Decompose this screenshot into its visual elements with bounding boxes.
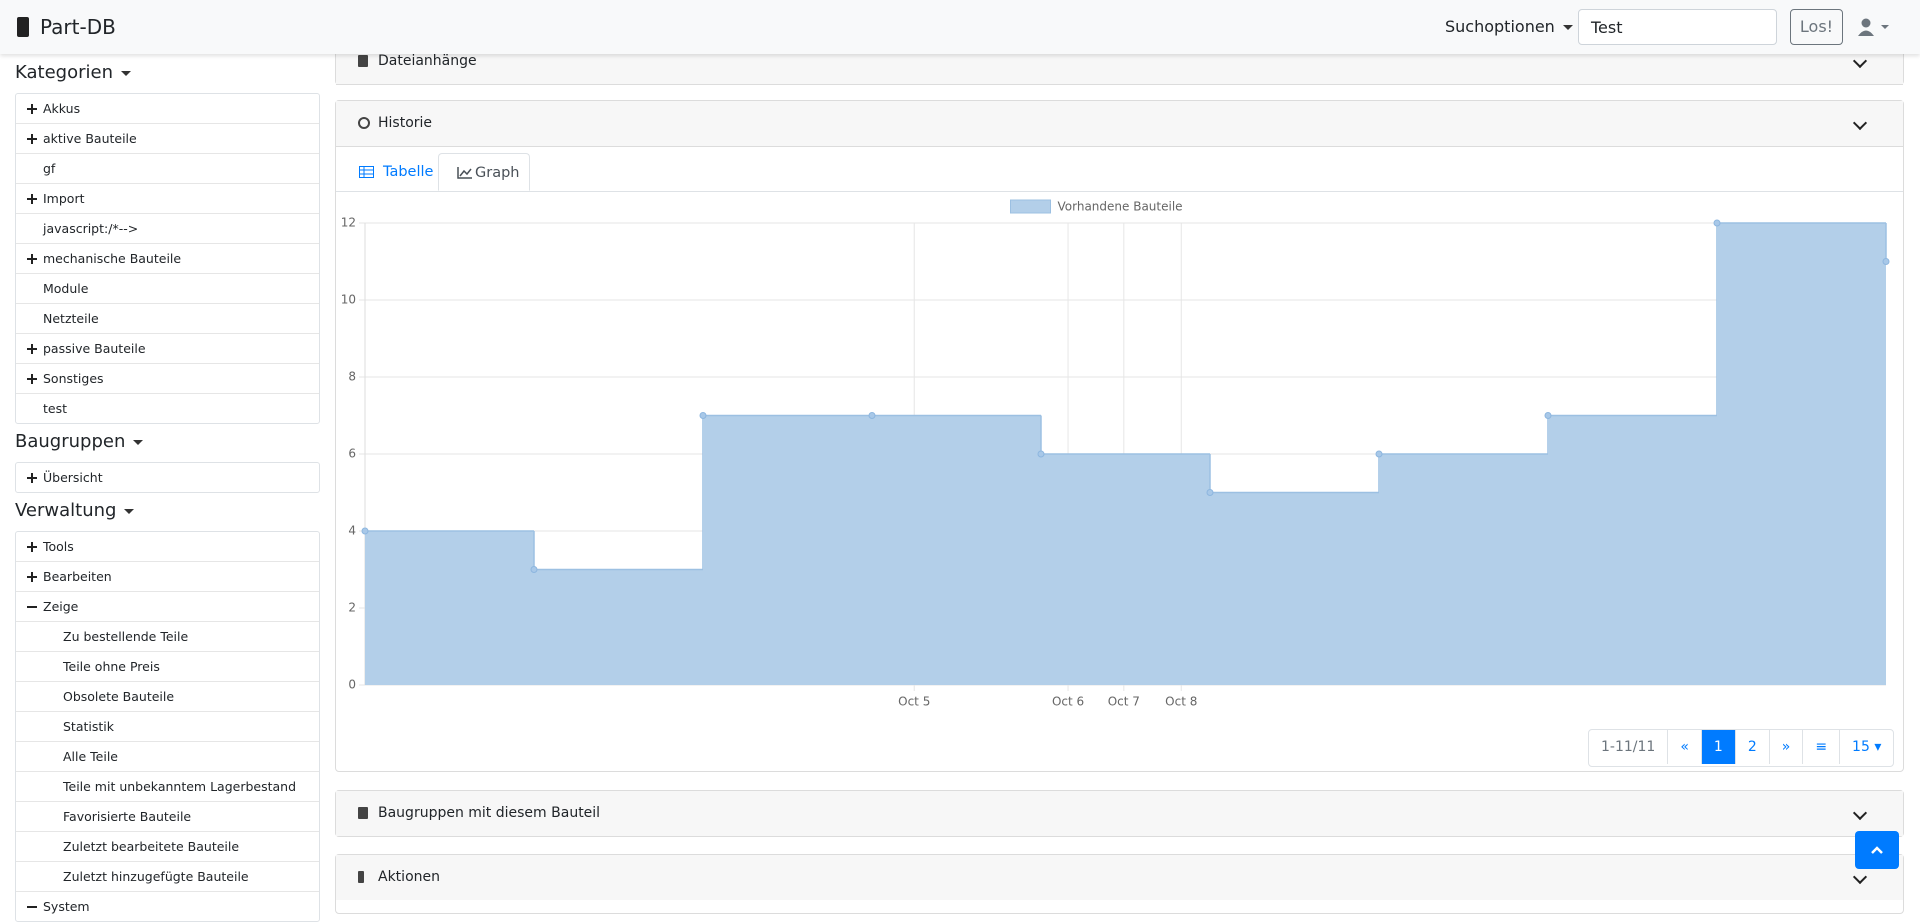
sidebar: Kategorien Akkus aktive Bauteile gf Impo… (15, 55, 320, 922)
tree-item[interactable]: System (16, 892, 319, 921)
tab[interactable]: Tabelle (347, 153, 436, 191)
section-title: Verwaltung (15, 500, 117, 521)
tree-item[interactable]: Übersicht (16, 463, 319, 492)
tree-item[interactable]: Bearbeiten (16, 562, 319, 592)
tree-item[interactable]: Obsolete Bauteile (16, 682, 319, 712)
panel-header[interactable]: Baugruppen mit diesem Bauteil (336, 791, 1903, 836)
tree-item[interactable]: Favorisierte Bauteile (16, 802, 319, 832)
page-button[interactable]: 1 (1700, 730, 1735, 764)
tree-item[interactable]: Akkus (16, 94, 319, 124)
panel-title: Historie (378, 115, 433, 131)
tree-item[interactable]: gf (16, 154, 319, 184)
page-list[interactable]: ≡ (1802, 730, 1839, 764)
section-header[interactable]: Baugruppen (15, 424, 320, 462)
tree-item[interactable]: aktive Bauteile (16, 124, 319, 154)
tab-label: Tabelle (383, 164, 434, 180)
tree-item[interactable]: Zuletzt bearbeitete Bauteile (16, 832, 319, 862)
tree-item[interactable]: javascript:/*--> (16, 214, 319, 244)
search-input[interactable]: Test (1578, 9, 1777, 45)
tree-item[interactable]: Netzteile (16, 304, 319, 334)
tab-rule (336, 191, 1903, 192)
panel: Aktionen (335, 854, 1904, 914)
page-button[interactable]: 2 (1734, 730, 1769, 764)
section-header[interactable]: Verwaltung (15, 493, 320, 531)
tab-label: Graph (475, 165, 520, 181)
search-options-label: Suchoptionen (1445, 17, 1555, 36)
panel-header[interactable]: Aktionen (336, 855, 1903, 900)
panel: Baugruppen mit diesem Bauteil (335, 790, 1904, 837)
tree-item[interactable]: Zuletzt hinzugefügte Bauteile (16, 862, 319, 892)
tree-item[interactable]: Teile mit unbekanntem Lagerbestand (16, 772, 319, 802)
tree-item[interactable]: Tools (16, 532, 319, 562)
section-title: Baugruppen (15, 431, 126, 452)
tree-item[interactable]: mechanische Bauteile (16, 244, 319, 274)
page-size-value: 15 (1852, 739, 1870, 755)
panel: Historie (335, 100, 1904, 772)
navbar: Part-DB Suchoptionen Test Los! (0, 0, 1920, 54)
section-title: Kategorien (15, 62, 113, 83)
tree-item[interactable]: Statistik (16, 712, 319, 742)
search-button[interactable]: Los! (1790, 9, 1843, 45)
tree-item[interactable]: passive Bauteile (16, 334, 319, 364)
tree-item[interactable]: Import (16, 184, 319, 214)
tree-item[interactable]: Zu bestellende Teile (16, 622, 319, 652)
tree-item[interactable]: Alle Teile (16, 742, 319, 772)
tab-active[interactable]: Graph (438, 153, 530, 191)
pagination: 1-11/11 « 1 2 » ≡ 15 ▾ (1588, 729, 1895, 767)
page-range: 1-11/11 (1601, 739, 1656, 755)
tree-item[interactable]: Teile ohne Preis (16, 652, 319, 682)
section-header[interactable]: Kategorien (15, 55, 320, 93)
tree: Übersicht (15, 462, 320, 493)
page-size[interactable]: 15 ▾ (1839, 730, 1893, 764)
tree-item[interactable]: Sonstiges (16, 364, 319, 394)
panel-title: Baugruppen mit diesem Bauteil (378, 805, 601, 821)
tree: Akkus aktive Bauteile gf Import javascri… (15, 93, 320, 424)
tree-item[interactable]: Module (16, 274, 319, 304)
tree: Tools Bearbeiten Zeige Zu bestellende Te… (15, 531, 320, 922)
page-last[interactable]: » (1768, 730, 1803, 764)
scroll-top[interactable] (1855, 831, 1899, 869)
panel-title: Dateianhänge (378, 53, 477, 69)
brand[interactable]: Part-DB (40, 15, 116, 39)
panel-header[interactable]: Historie (336, 101, 1903, 147)
tree-item[interactable]: Zeige (16, 592, 319, 622)
logo-icon (17, 17, 29, 37)
tree-item[interactable]: test (43, 401, 68, 416)
panel-title: Aktionen (378, 869, 440, 885)
page-first[interactable]: « (1667, 730, 1701, 764)
search-options[interactable]: Suchoptionen (1445, 0, 1573, 54)
user-menu[interactable] (1858, 17, 1892, 37)
